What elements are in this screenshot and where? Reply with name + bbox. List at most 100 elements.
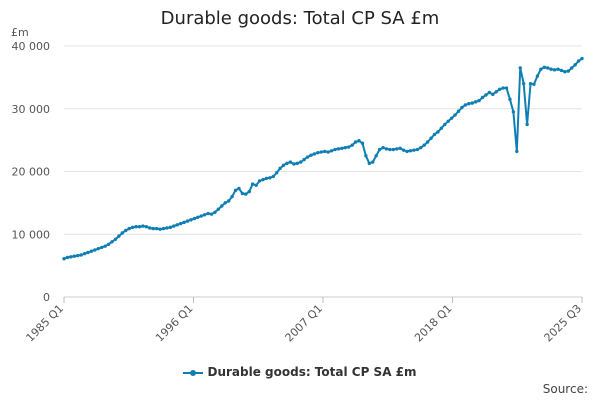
data-point[interactable] — [247, 189, 251, 194]
data-point[interactable] — [202, 213, 207, 217]
data-point[interactable] — [501, 86, 505, 90]
data-point[interactable] — [429, 136, 433, 140]
data-point[interactable] — [340, 146, 344, 150]
data-point[interactable] — [72, 254, 76, 258]
data-point[interactable] — [76, 253, 80, 258]
data-point[interactable] — [539, 67, 543, 71]
data-point[interactable] — [295, 161, 299, 166]
data-point[interactable] — [504, 86, 509, 90]
data-point[interactable] — [213, 210, 217, 214]
data-point[interactable] — [312, 152, 317, 156]
data-point[interactable] — [264, 176, 269, 181]
data-point[interactable] — [333, 147, 337, 152]
data-point[interactable] — [65, 255, 70, 260]
data-point[interactable] — [274, 171, 279, 175]
data-point[interactable] — [172, 224, 176, 228]
data-point[interactable] — [326, 150, 330, 154]
data-point[interactable] — [549, 67, 553, 71]
data-point[interactable] — [141, 224, 145, 228]
data-point[interactable] — [443, 122, 447, 127]
data-point[interactable] — [144, 225, 149, 229]
data-point[interactable] — [158, 227, 162, 231]
data-point[interactable] — [106, 242, 111, 246]
data-point[interactable] — [398, 146, 402, 150]
data-point[interactable] — [364, 154, 368, 158]
data-point[interactable] — [302, 157, 306, 162]
data-point[interactable] — [347, 145, 351, 149]
data-point[interactable] — [494, 90, 498, 94]
data-point[interactable] — [463, 103, 468, 107]
data-point[interactable] — [412, 148, 416, 152]
data-point[interactable] — [278, 166, 282, 171]
data-point[interactable] — [237, 186, 241, 191]
data-point[interactable] — [96, 246, 101, 251]
data-point[interactable] — [336, 147, 341, 151]
data-point[interactable] — [480, 95, 485, 100]
data-point[interactable] — [79, 253, 83, 257]
data-point[interactable] — [130, 225, 135, 230]
data-point[interactable] — [199, 214, 203, 218]
data-point[interactable] — [89, 249, 94, 253]
data-point[interactable] — [580, 56, 584, 61]
data-point[interactable] — [563, 70, 567, 74]
data-point[interactable] — [570, 66, 574, 70]
data-point[interactable] — [288, 160, 293, 164]
data-point[interactable] — [460, 105, 464, 110]
data-point[interactable] — [93, 248, 97, 252]
data-point[interactable] — [408, 149, 413, 153]
data-point[interactable] — [384, 147, 389, 151]
data-point[interactable] — [401, 148, 406, 152]
data-point[interactable] — [515, 149, 519, 154]
data-point[interactable] — [573, 63, 577, 67]
data-point[interactable] — [285, 161, 289, 166]
data-point[interactable] — [425, 140, 430, 144]
data-point[interactable] — [559, 68, 564, 73]
data-point[interactable] — [419, 145, 423, 150]
data-point[interactable] — [175, 223, 179, 227]
data-point[interactable] — [487, 90, 492, 95]
data-point[interactable] — [521, 81, 526, 86]
data-point[interactable] — [281, 163, 286, 167]
data-point[interactable] — [178, 221, 183, 226]
data-point[interactable] — [230, 194, 234, 199]
data-point[interactable] — [535, 74, 540, 78]
data-point[interactable] — [309, 153, 313, 157]
data-point[interactable] — [192, 216, 197, 221]
data-point[interactable] — [161, 226, 166, 231]
data-point[interactable] — [151, 226, 155, 231]
data-point[interactable] — [117, 234, 121, 238]
data-point[interactable] — [189, 218, 193, 222]
data-point[interactable] — [137, 225, 142, 229]
data-point[interactable] — [532, 82, 536, 86]
data-point[interactable] — [415, 147, 420, 152]
data-point[interactable] — [422, 143, 426, 147]
data-point[interactable] — [319, 150, 323, 154]
data-point[interactable] — [154, 226, 159, 231]
data-point[interactable] — [350, 143, 354, 147]
data-point[interactable] — [343, 145, 347, 150]
data-point[interactable] — [254, 183, 258, 188]
data-point[interactable] — [395, 147, 399, 151]
data-point[interactable] — [69, 255, 73, 259]
data-point[interactable] — [240, 191, 245, 196]
data-point[interactable] — [360, 141, 365, 145]
data-point[interactable] — [405, 149, 409, 154]
chart-legend[interactable]: Durable goods: Total CP SA £m — [0, 365, 600, 379]
data-point[interactable] — [388, 147, 392, 152]
data-point[interactable] — [497, 87, 502, 92]
data-point[interactable] — [250, 182, 255, 186]
data-point[interactable] — [511, 110, 516, 114]
data-point[interactable] — [62, 257, 66, 261]
data-point[interactable] — [233, 188, 238, 193]
data-point[interactable] — [226, 199, 231, 203]
data-point[interactable] — [518, 66, 522, 70]
data-point[interactable] — [353, 140, 358, 144]
data-point[interactable] — [477, 98, 481, 103]
data-point[interactable] — [377, 147, 382, 152]
data-point[interactable] — [244, 192, 248, 196]
data-point[interactable] — [470, 101, 474, 105]
data-point[interactable] — [165, 226, 169, 230]
data-point[interactable] — [209, 212, 214, 216]
data-point[interactable] — [206, 211, 210, 216]
data-point[interactable] — [566, 69, 570, 73]
